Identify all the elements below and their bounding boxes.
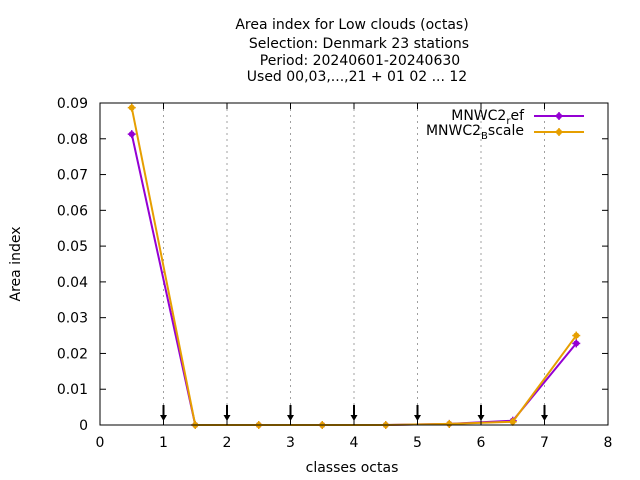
legend: MNWC2ref MNWC2Bscale: [426, 108, 584, 142]
y-tick-label: 0.03: [57, 311, 88, 327]
arrow-marker: [414, 405, 421, 421]
data-point: [555, 112, 563, 120]
data-point: [508, 417, 517, 426]
y-tick-label: 0.04: [57, 275, 88, 291]
y-tick-label: 0.09: [57, 96, 88, 112]
y-tick-label: 0.02: [57, 346, 88, 362]
x-tick-label: 1: [159, 435, 168, 451]
y-tick-label: 0.06: [57, 203, 88, 219]
legend-label-2: MNWC2Bscale: [426, 123, 524, 142]
x-tick-label: 4: [350, 435, 359, 451]
y-tick-label: 0.07: [57, 168, 88, 184]
legend-label-2-rest: scale: [488, 123, 524, 139]
legend-marker-1: [555, 112, 563, 120]
data-point: [127, 130, 136, 139]
arrow-marker: [350, 405, 358, 421]
x-tick-label: 8: [604, 435, 613, 451]
x-tick-label: 2: [223, 435, 232, 451]
data-point: [445, 419, 454, 428]
arrow-marker: [160, 405, 167, 421]
y-tick-label: 0: [79, 418, 88, 434]
chart-title-line-4: Used 00,03,...,21 + 01 02 ... 12: [247, 69, 467, 85]
y-tick-label: 0.08: [57, 132, 88, 148]
arrow-markers: [160, 405, 548, 421]
arrow-marker: [477, 405, 485, 421]
series-1: [127, 130, 581, 429]
chart-title-line-2: Selection: Denmark 23 stations: [249, 36, 469, 52]
arrow-marker: [287, 405, 294, 421]
arrow-marker: [541, 405, 548, 421]
x-tick-label: 0: [96, 435, 105, 451]
legend-label-1-base: MNWC2: [451, 108, 506, 124]
legend-marker-2: [555, 128, 563, 136]
legend-label-2-sub: B: [481, 131, 488, 142]
y-axis-label: Area index: [8, 227, 24, 302]
arrow-marker: [223, 405, 231, 421]
y-tick-label: 0.05: [57, 239, 88, 255]
legend-label-2-base: MNWC2: [426, 123, 481, 139]
series-line: [130, 133, 578, 426]
x-tick-label: 3: [286, 435, 295, 451]
x-axis-ticks: 0 1 2 3 4 5 6 7 8: [96, 103, 613, 451]
x-axis-label: classes octas: [306, 460, 399, 476]
legend-label-1: MNWC2ref: [451, 108, 525, 127]
legend-entry-2: MNWC2Bscale: [426, 123, 584, 142]
data-point: [127, 103, 136, 112]
y-axis-ticks: 0 0.01 0.02 0.03 0.04 0.05 0.06 0.07 0.08 0.09: [57, 96, 608, 434]
y-tick-label: 0.01: [57, 382, 88, 398]
legend-label-1-rest: ef: [510, 108, 525, 124]
grid-lines: [163, 103, 545, 425]
chart-title-line-1: Area index for Low clouds (octas): [235, 17, 468, 33]
chart-title-line-3: Period: 20240601-20240630: [260, 53, 460, 69]
data-point: [555, 128, 563, 136]
x-tick-label: 5: [413, 435, 422, 451]
x-tick-label: 6: [477, 435, 486, 451]
legend-label-1-sub: r: [506, 116, 511, 127]
legend-entry-1: MNWC2ref: [451, 108, 584, 127]
data-point: [572, 339, 581, 348]
data-point: [572, 331, 581, 340]
x-tick-label: 7: [540, 435, 549, 451]
